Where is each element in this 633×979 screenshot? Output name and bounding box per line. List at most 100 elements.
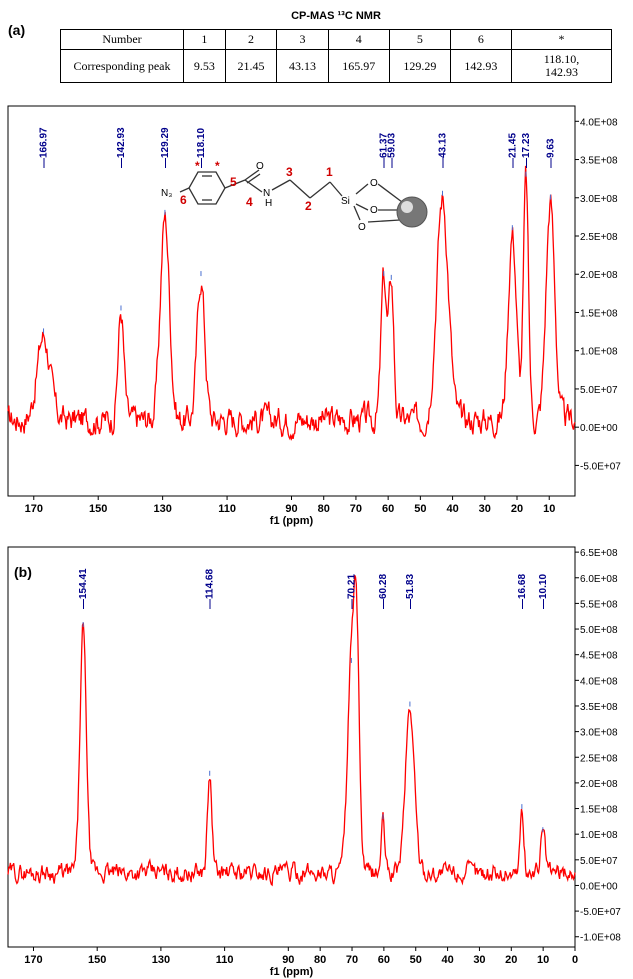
y-tick-label: 4.0E+08 xyxy=(580,676,618,687)
x-tick-label: 40 xyxy=(441,954,453,966)
y-tick-label: 4.5E+08 xyxy=(580,651,618,662)
y-tick-label: -5.0E+07 xyxy=(580,907,621,918)
nmr-spectrum-b: 6.5E+08 6.0E+08 5.5E+08 5.0E+08 4.5E+08 4.0E+… xyxy=(7,546,621,978)
y-tick-label: 5.0E+07 xyxy=(580,856,618,867)
x-tick-label: 70 xyxy=(346,954,358,966)
y-tick-label: 1.0E+08 xyxy=(580,347,618,358)
y-tick-label: 0.0E+00 xyxy=(580,423,618,434)
table-cell-peak: 9.53 xyxy=(183,49,226,83)
plot-frame xyxy=(7,546,576,948)
si-label: Si xyxy=(341,196,350,207)
x-tick-label: 10 xyxy=(537,954,549,966)
x-tick-label: 130 xyxy=(153,503,171,515)
y-tick-label: 5.5E+08 xyxy=(580,599,618,610)
y-tick-label: 1.0E+08 xyxy=(580,830,618,841)
table-row-peaks: Corresponding peak 9.53 21.45 43.13 165.… xyxy=(60,49,612,83)
x-tick-label: 80 xyxy=(314,954,326,966)
peak-label: —118.10 xyxy=(196,128,207,168)
y-tick-label: -5.0E+07 xyxy=(580,461,621,472)
asterisk-label: * xyxy=(195,160,200,173)
peak-label: —129.29 xyxy=(160,127,171,168)
table-row-numbers: Number 1 2 3 4 5 6 * xyxy=(60,29,612,50)
amide-n-label: N xyxy=(263,188,270,199)
x-axis-label: f1 (ppm) xyxy=(270,966,314,978)
table-row-header: Number xyxy=(60,29,184,50)
n3-label: N₃ xyxy=(161,188,172,199)
carbon-2-label: 2 xyxy=(305,199,312,213)
peak-label: —21.45 xyxy=(507,133,518,168)
table-cell-number: 4 xyxy=(327,29,390,50)
x-tick-label: 170 xyxy=(25,503,43,515)
y-tick-label: 3.0E+08 xyxy=(580,728,618,739)
peak-label: —154.41 xyxy=(78,568,89,609)
x-tick-label: 150 xyxy=(88,954,106,966)
peak-label: —16.68 xyxy=(517,574,528,609)
table-cell-peak: 43.13 xyxy=(276,49,329,83)
table-cell-peak: 165.97 xyxy=(327,49,390,83)
y-tick-label: 2.5E+08 xyxy=(580,232,618,243)
x-tick-label: 90 xyxy=(282,954,294,966)
y-tick-label: 5.0E+07 xyxy=(580,385,618,396)
carbon-4-label: 4 xyxy=(246,195,253,209)
carbon-6-label: 6 xyxy=(180,193,187,207)
x-tick-label: 170 xyxy=(24,954,42,966)
silica-particle-icon xyxy=(396,196,428,228)
y-tick-label: 6.0E+08 xyxy=(580,574,618,585)
table-cell-number: 3 xyxy=(276,29,329,50)
peak-label: —51.83 xyxy=(405,574,416,609)
carbonyl-oxygen-label: O xyxy=(256,161,264,172)
molecule-structure: N₃ O N H Si O O O 6 5 4 3 2 1 * * xyxy=(161,160,428,233)
x-tick-label: 110 xyxy=(216,954,234,966)
peak-label: —166.97 xyxy=(39,127,50,168)
table-row-header: Corresponding peak xyxy=(60,49,184,83)
peak-label: —10.10 xyxy=(538,574,549,609)
oxygen-label: O xyxy=(370,178,378,189)
y-tick-label: 3.5E+08 xyxy=(580,702,618,713)
spectrum-line xyxy=(7,165,576,442)
table-cell-peak: 129.29 xyxy=(388,49,451,83)
x-tick-label: 50 xyxy=(410,954,422,966)
y-tick-label: 5.0E+08 xyxy=(580,625,618,636)
x-tick-label: 30 xyxy=(479,503,491,515)
peak-label: —142.93 xyxy=(116,127,127,168)
table-cell-peak: 142.93 xyxy=(449,49,513,83)
oxygen-label: O xyxy=(370,205,378,216)
table-cell-number: 6 xyxy=(449,29,513,50)
x-tick-label: 0 xyxy=(572,954,578,966)
y-tick-label: 0.0E+00 xyxy=(580,881,618,892)
carbon-1-label: 1 xyxy=(326,165,333,179)
panel-b-label: (b) xyxy=(14,564,32,580)
panel-a-label: (a) xyxy=(8,22,26,38)
carbon-3-label: 3 xyxy=(286,165,293,179)
peak-label: —114.68 xyxy=(205,569,216,609)
y-tick-label: 1.5E+08 xyxy=(580,308,618,319)
peak-label: —70.21 xyxy=(346,574,357,609)
table-cell-number: * xyxy=(511,29,612,50)
y-tick-label: 2.0E+08 xyxy=(580,270,618,281)
y-tick-label: 3.5E+08 xyxy=(580,156,618,167)
x-tick-label: 150 xyxy=(89,503,107,515)
x-tick-label: 20 xyxy=(505,954,517,966)
y-tick-label: 3.0E+08 xyxy=(580,194,618,205)
carbon-5-label: 5 xyxy=(230,175,237,189)
y-tick-label: 1.5E+08 xyxy=(580,805,618,816)
y-tick-label: 4.0E+08 xyxy=(580,117,618,128)
y-tick-label: 2.5E+08 xyxy=(580,753,618,764)
peak-label: —9.63 xyxy=(545,138,556,168)
x-tick-label: 50 xyxy=(414,503,426,515)
x-tick-label: 130 xyxy=(152,954,170,966)
peak-assignment-table: Number 1 2 3 4 5 6 * Corresponding peak … xyxy=(60,29,612,83)
x-tick-label: 60 xyxy=(378,954,390,966)
x-tick-label: 10 xyxy=(543,503,555,515)
spectrum-line xyxy=(7,575,576,887)
x-axis-label: f1 (ppm) xyxy=(270,515,314,527)
table-cell-number: 2 xyxy=(224,29,278,50)
peak-label: —60.28 xyxy=(378,574,389,609)
oxygen-label: O xyxy=(358,222,366,233)
peak-label: —61.37 xyxy=(379,133,390,168)
amide-h-label: H xyxy=(265,198,272,209)
benzene-ring xyxy=(188,171,226,205)
x-tick-label: 110 xyxy=(218,503,236,515)
x-tick-label: 60 xyxy=(382,503,394,515)
table-cell-peak: 118.10, 142.93 xyxy=(511,49,612,83)
